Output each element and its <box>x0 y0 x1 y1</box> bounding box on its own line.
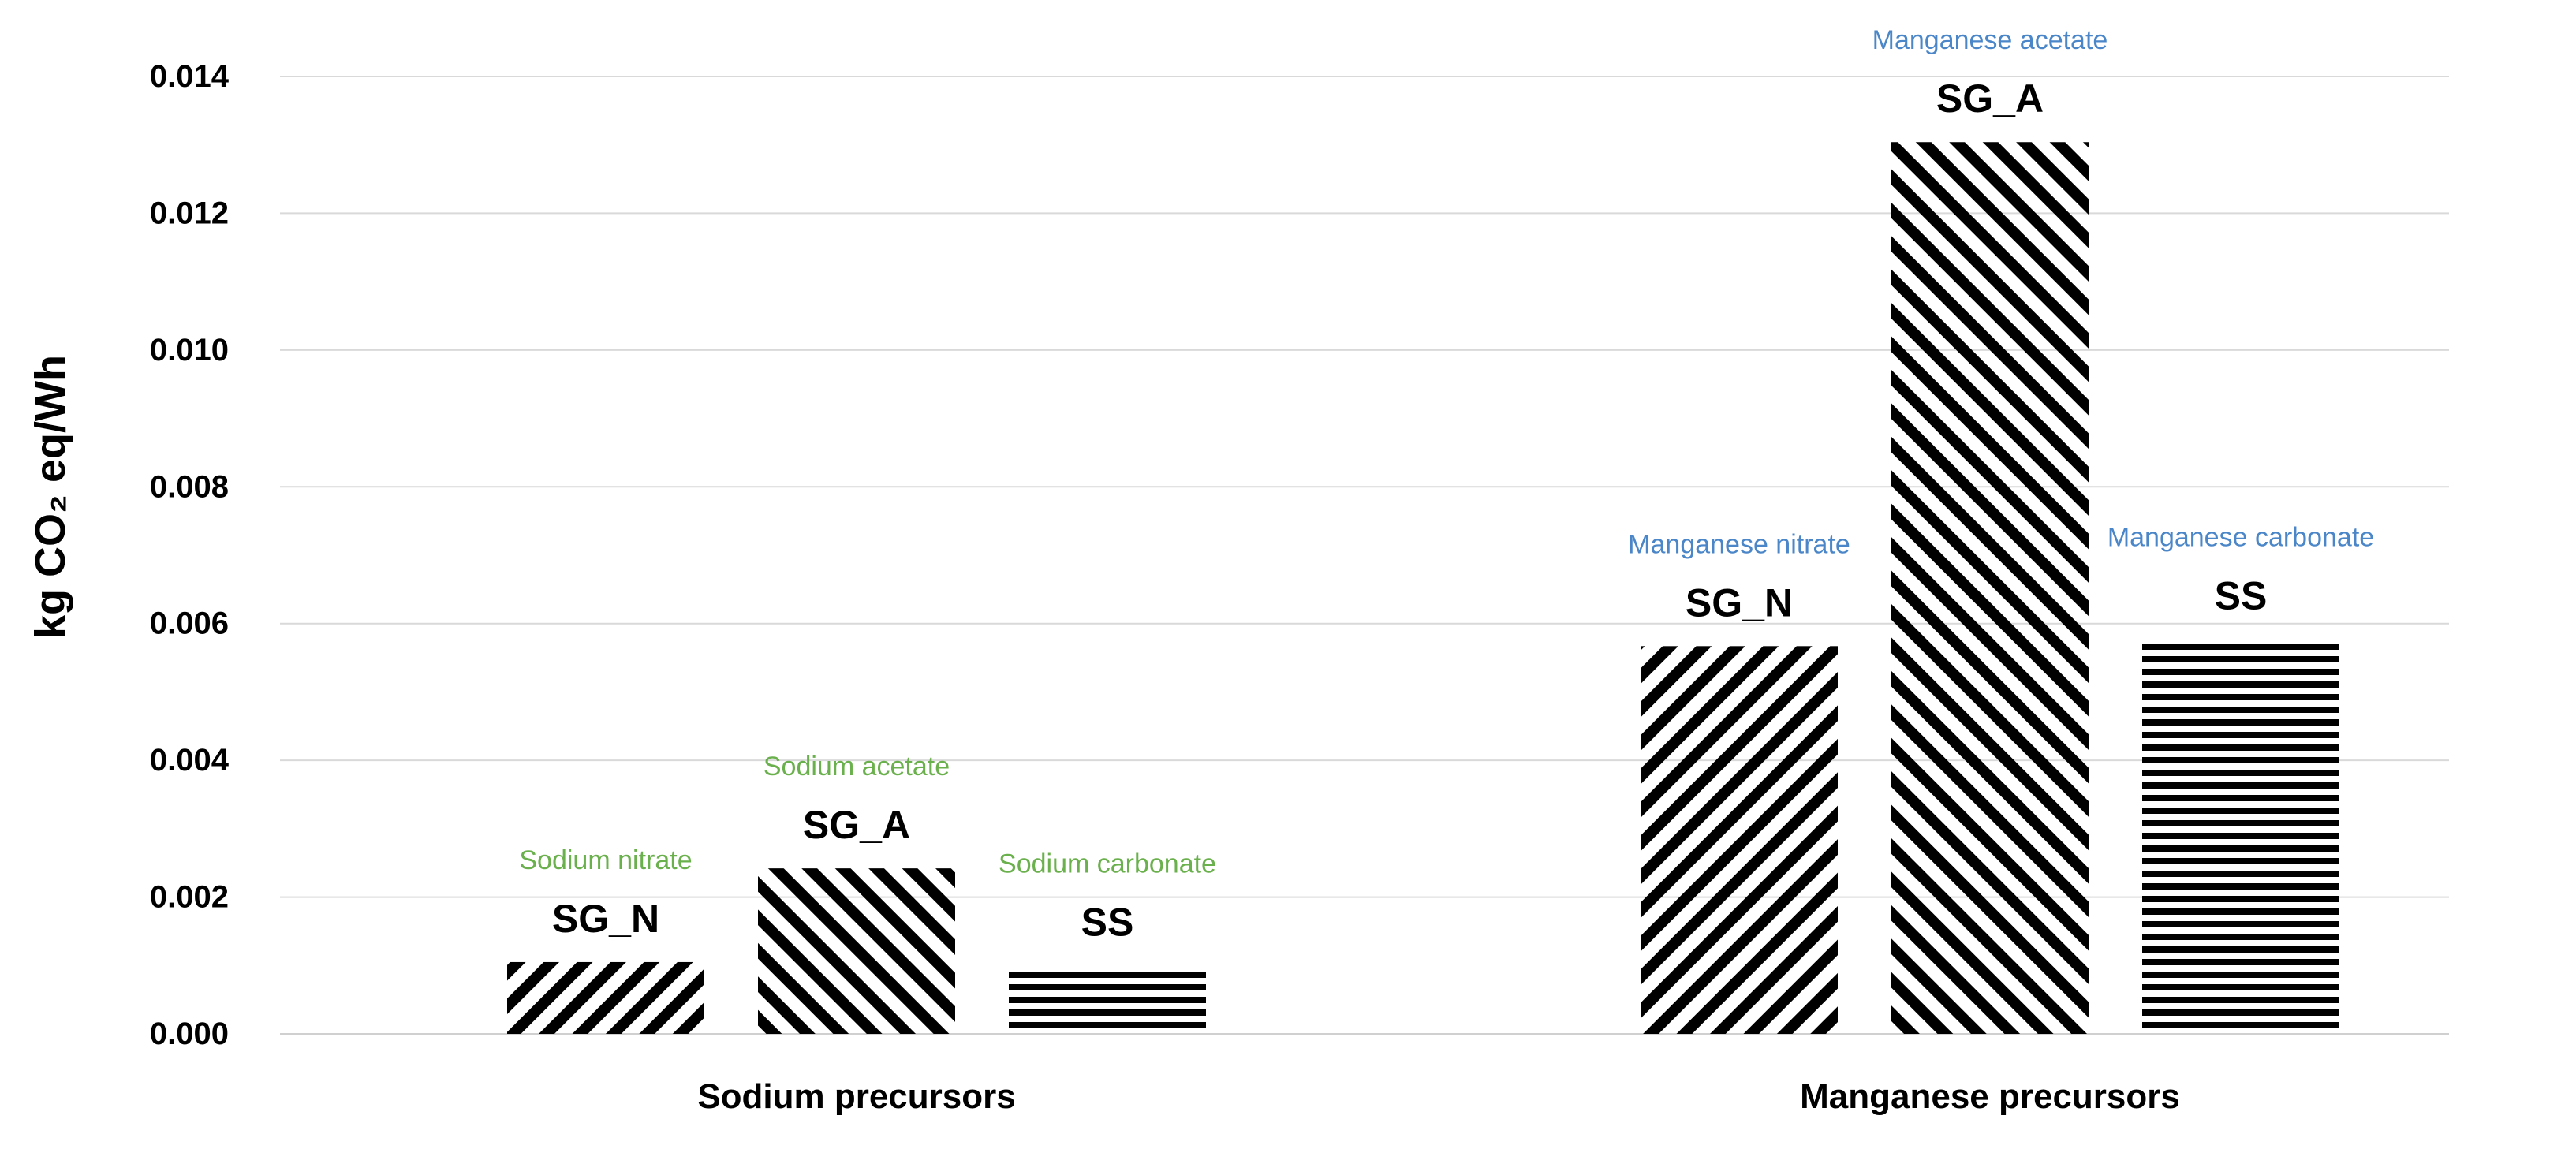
x-axis-categories: Sodium precursors Manganese precursors <box>697 1077 2180 1116</box>
bar-precursor-label: Sodium nitrate <box>519 845 692 875</box>
y-tick-label: 0.010 <box>150 333 229 367</box>
y-tick-label: 0.004 <box>150 743 230 778</box>
gridlines <box>280 76 2449 1035</box>
bar-method-label: SG_N <box>552 897 659 941</box>
bar-ss <box>2142 639 2339 1034</box>
bar-method-label: SS <box>2215 574 2268 618</box>
bar-precursor-label: Sodium carbonate <box>999 849 1216 879</box>
y-axis-title: kg CO₂ eq/Wh <box>27 355 74 639</box>
x-category-label: Sodium precursors <box>697 1077 1015 1116</box>
y-tick-label: 0.002 <box>150 880 229 915</box>
bar-precursor-label: Manganese acetate <box>1872 25 2108 55</box>
y-axis-ticks: 0.000 0.002 0.004 0.006 0.008 0.010 0.012 0.014 <box>150 59 230 1051</box>
bar-sg-a <box>1891 142 2089 1034</box>
bar-ss <box>1009 965 1206 1034</box>
bar-method-label: SG_N <box>1686 580 1793 625</box>
bar-sg-n <box>507 961 704 1034</box>
bar-precursor-label: Manganese carbonate <box>2107 523 2374 553</box>
x-category-label: Manganese precursors <box>1800 1077 2180 1116</box>
bar-method-label: SG_A <box>1936 76 2044 121</box>
bar-precursor-label: Sodium acetate <box>763 752 950 782</box>
bar-precursor-label: Manganese nitrate <box>1628 529 1850 559</box>
y-tick-label: 0.014 <box>150 59 230 94</box>
y-tick-label: 0.006 <box>150 606 229 641</box>
y-tick-label: 0.012 <box>150 196 229 230</box>
bar-method-label: SG_A <box>803 803 910 847</box>
bar-method-label: SS <box>1081 900 1134 944</box>
bar-sg-n <box>1641 646 1838 1034</box>
bar-labels: SG_N Sodium nitrate SG_A Sodium acetate SS So… <box>519 25 2374 944</box>
bars <box>507 142 2339 1034</box>
y-tick-label: 0.008 <box>150 469 229 504</box>
y-tick-label: 0.000 <box>150 1017 229 1051</box>
bar-sg-a <box>758 868 955 1034</box>
